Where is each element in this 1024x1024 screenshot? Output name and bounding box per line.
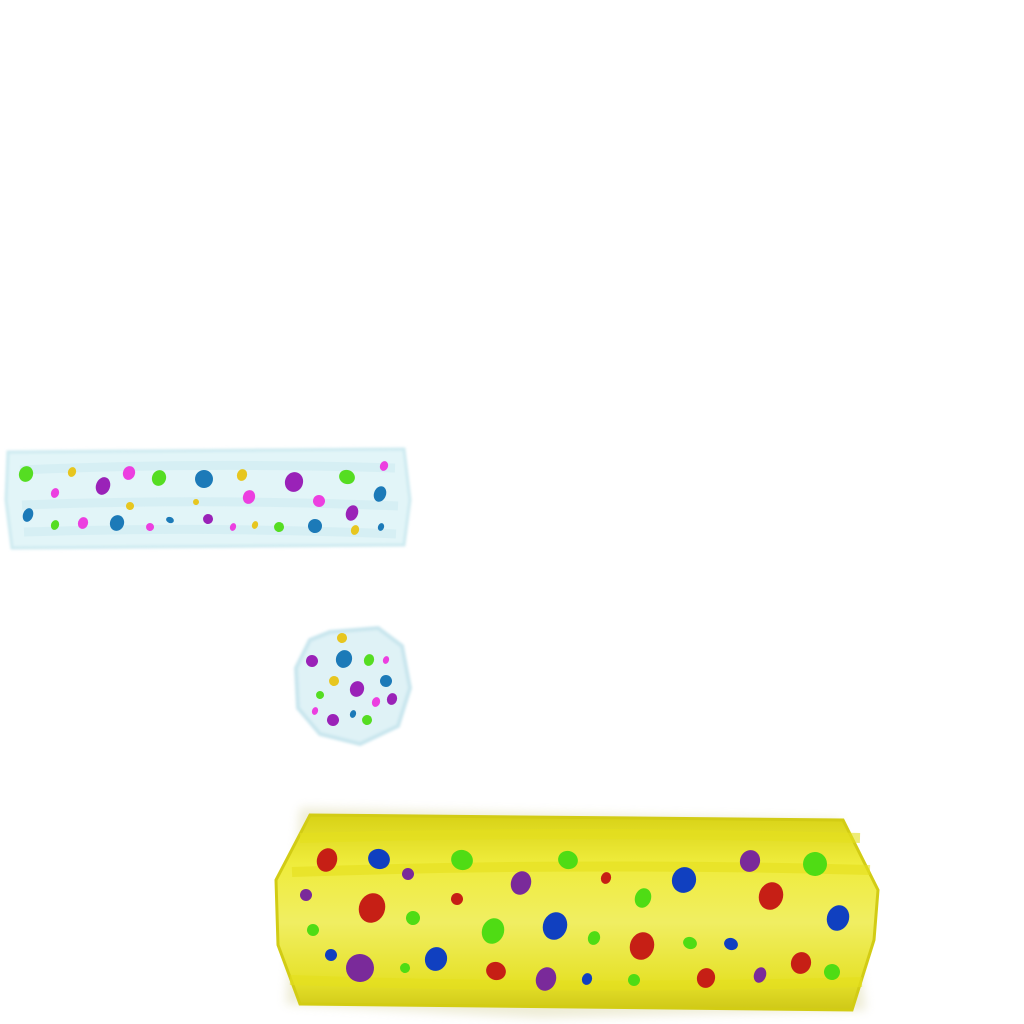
confetti-dot [363,654,375,666]
confetti-dot [486,961,506,981]
confetti-dot [325,949,337,961]
confetti-dot [349,710,357,718]
confetti-dot [724,937,738,951]
confetti-dot [358,893,386,923]
confetti-dot [18,466,34,482]
confetti-dot [300,889,312,901]
confetti-dot [307,924,319,936]
yellow-paddle-sprite[interactable] [274,808,880,1018]
light-blue-bar-sheen [19,460,399,539]
confetti-dot [826,905,850,931]
confetti-dot [696,968,716,988]
confetti-dot [535,967,557,991]
confetti-dot [50,488,60,498]
confetti-dot [77,517,89,529]
confetti-dot [203,514,213,524]
confetti-dot [50,520,60,530]
confetti-dot [542,912,568,940]
confetti-dot [386,693,398,705]
confetti-dot [382,656,390,664]
confetti-dot [327,714,339,726]
confetti-dot [671,867,697,893]
confetti-dot [22,508,34,522]
confetti-dot [379,461,389,471]
confetti-dot [345,505,359,521]
confetti-dot [406,911,420,925]
confetti-dot [109,515,125,531]
confetti-dot [350,525,360,535]
confetti-dot [739,850,761,872]
confetti-dot [402,868,414,880]
confetti-dot [683,936,697,950]
confetti-dot [790,952,812,974]
confetti-dot [373,486,387,502]
confetti-dot [229,523,237,531]
confetti-dot [803,852,827,876]
confetti-dot [628,974,640,986]
confetti-dot [236,469,248,481]
confetti-dot [368,848,390,870]
confetti-dot [600,872,612,884]
confetti-dot [166,516,174,524]
confetti-dot [306,655,318,667]
confetti-dot [313,495,325,507]
confetti-dot [451,893,463,905]
confetti-dot [95,477,111,495]
confetti-dot [587,931,601,945]
confetti-dot [371,697,381,707]
confetti-dot [126,502,134,510]
confetti-dot [346,954,374,982]
confetti-dot [424,947,448,971]
confetti-dot [380,675,392,687]
confetti-dot [451,849,473,871]
confetti-dot [329,676,339,686]
confetti-dot [284,472,304,492]
yellow-paddle-dots [300,848,850,991]
confetti-dot [581,973,593,985]
confetti-dot [510,871,532,895]
confetti-dot [251,521,259,529]
confetti-dot [481,918,505,944]
confetti-dot [634,888,652,908]
confetti-dot [400,963,410,973]
confetti-dot [753,967,767,983]
confetti-dot [337,633,347,643]
confetti-dot [146,523,154,531]
confetti-dot [349,681,365,697]
confetti-dot [824,964,840,980]
confetti-dot [316,848,338,872]
confetti-dot [362,715,372,725]
confetti-dot [308,519,322,533]
light-blue-ball-sprite[interactable] [293,625,413,747]
confetti-dot [335,650,353,668]
confetti-dot [122,466,136,480]
confetti-dot [558,850,578,870]
confetti-dot [311,707,319,715]
confetti-dot [316,691,324,699]
confetti-dot [377,523,385,531]
light-blue-bar-sprite [4,447,412,550]
light-blue-ball-dots [306,633,398,726]
light-blue-bar-dots [18,461,389,535]
confetti-dot [274,522,284,532]
confetti-dot [151,470,167,486]
confetti-dot [758,882,784,910]
confetti-dot [339,469,355,485]
confetti-dot [242,490,256,504]
confetti-dot [629,932,655,960]
yellow-paddle-streaks [289,829,871,991]
confetti-dot [67,467,77,477]
confetti-dot [195,470,213,488]
confetti-dot [193,499,199,505]
